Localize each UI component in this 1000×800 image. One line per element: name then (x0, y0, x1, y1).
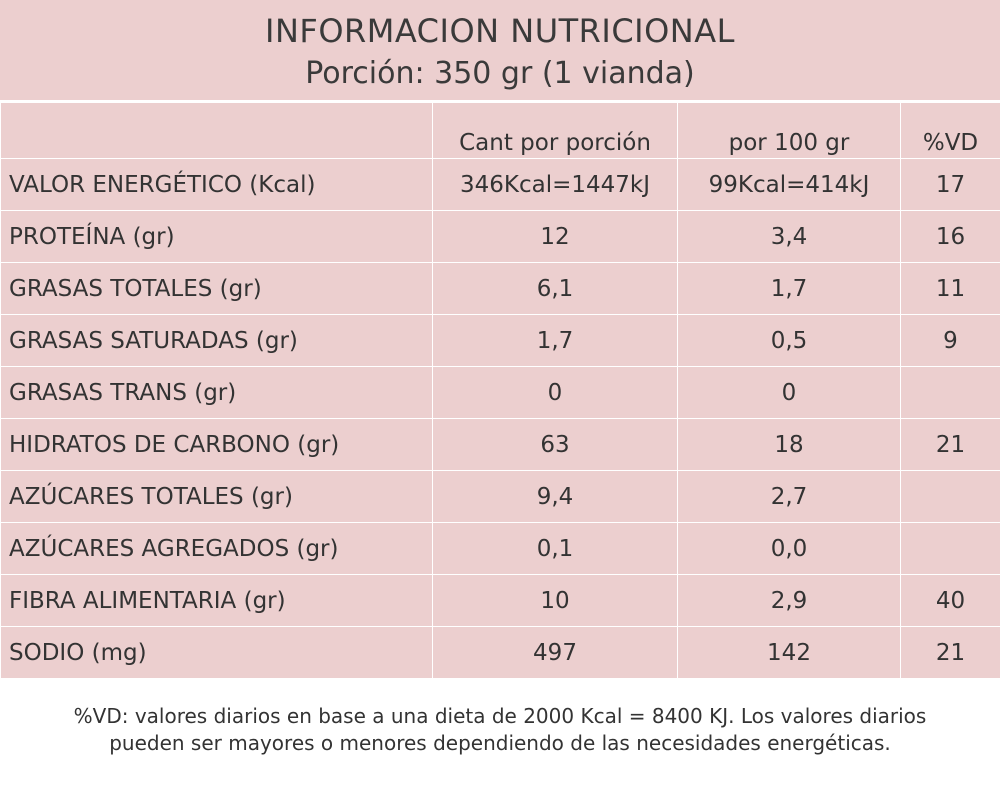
per-portion-value: 346Kcal=1447kJ (432, 158, 678, 211)
per-portion-value: 1,7 (432, 314, 678, 367)
footnote-line-2: pueden ser mayores o menores dependiendo… (109, 731, 891, 755)
nutrient-label: HIDRATOS DE CARBONO (gr) (0, 418, 433, 471)
nutrient-label: AZÚCARES AGREGADOS (gr) (0, 522, 433, 575)
per-100g-value: 142 (677, 626, 901, 679)
vd-value: 11 (900, 262, 1000, 315)
table-row: GRASAS TOTALES (gr) 6,1 1,7 11 (0, 262, 1000, 315)
table-row: GRASAS SATURADAS (gr) 1,7 0,5 9 (0, 314, 1000, 367)
column-header-per-portion: Cant por porción (432, 102, 678, 159)
per-portion-value: 0,1 (432, 522, 678, 575)
page-title: INFORMACION NUTRICIONAL (265, 12, 735, 50)
table-row: FIBRA ALIMENTARIA (gr) 10 2,9 40 (0, 574, 1000, 627)
nutrient-label: FIBRA ALIMENTARIA (gr) (0, 574, 433, 627)
per-portion-value: 63 (432, 418, 678, 471)
nutrient-label: PROTEÍNA (gr) (0, 210, 433, 263)
vd-value: 21 (900, 418, 1000, 471)
per-portion-value: 12 (432, 210, 678, 263)
nutrient-label: SODIO (mg) (0, 626, 433, 679)
vd-value (900, 366, 1000, 419)
per-100g-value: 0 (677, 366, 901, 419)
table-row: VALOR ENERGÉTICO (Kcal) 346Kcal=1447kJ 99K… (0, 158, 1000, 211)
footnote-line-1: %VD: valores diarios en base a una dieta… (73, 704, 927, 728)
nutrition-table: Cant por porción por 100 gr %VD VALOR EN… (0, 102, 1000, 679)
column-header-nutrient (0, 102, 433, 159)
per-100g-value: 1,7 (677, 262, 901, 315)
per-100g-value: 18 (677, 418, 901, 471)
vd-value: 17 (900, 158, 1000, 211)
nutrient-label: GRASAS TOTALES (gr) (0, 262, 433, 315)
per-100g-value: 0,5 (677, 314, 901, 367)
table-row: SODIO (mg) 497 142 21 (0, 626, 1000, 679)
column-header-per-100g: por 100 gr (677, 102, 901, 159)
per-portion-value: 497 (432, 626, 678, 679)
per-portion-value: 0 (432, 366, 678, 419)
nutrient-label: VALOR ENERGÉTICO (Kcal) (0, 158, 433, 211)
table-row: AZÚCARES AGREGADOS (gr) 0,1 0,0 (0, 522, 1000, 575)
vd-value: 21 (900, 626, 1000, 679)
per-100g-value: 3,4 (677, 210, 901, 263)
per-portion-value: 10 (432, 574, 678, 627)
vd-value: 9 (900, 314, 1000, 367)
per-portion-value: 9,4 (432, 470, 678, 523)
table-row: HIDRATOS DE CARBONO (gr) 63 18 21 (0, 418, 1000, 471)
per-portion-value: 6,1 (432, 262, 678, 315)
vd-value: 40 (900, 574, 1000, 627)
column-header-vd: %VD (900, 102, 1000, 159)
vd-value (900, 522, 1000, 575)
table-row: PROTEÍNA (gr) 12 3,4 16 (0, 210, 1000, 263)
per-100g-value: 0,0 (677, 522, 901, 575)
table-header-row: Cant por porción por 100 gr %VD (0, 102, 1000, 159)
nutrient-label: GRASAS SATURADAS (gr) (0, 314, 433, 367)
per-100g-value: 2,9 (677, 574, 901, 627)
nutrient-label: AZÚCARES TOTALES (gr) (0, 470, 433, 523)
table-row: AZÚCARES TOTALES (gr) 9,4 2,7 (0, 470, 1000, 523)
vd-value: 16 (900, 210, 1000, 263)
table-body: VALOR ENERGÉTICO (Kcal) 346Kcal=1447kJ 99K… (0, 158, 1000, 679)
per-100g-value: 2,7 (677, 470, 901, 523)
footnote: %VD: valores diarios en base a una dieta… (0, 703, 1000, 757)
portion-subtitle: Porción: 350 gr (1 vianda) (305, 56, 695, 91)
table-row: GRASAS TRANS (gr) 0 0 (0, 366, 1000, 419)
per-100g-value: 99Kcal=414kJ (677, 158, 901, 211)
nutrient-label: GRASAS TRANS (gr) (0, 366, 433, 419)
title-block: INFORMACION NUTRICIONAL Porción: 350 gr … (0, 0, 1000, 101)
vd-value (900, 470, 1000, 523)
